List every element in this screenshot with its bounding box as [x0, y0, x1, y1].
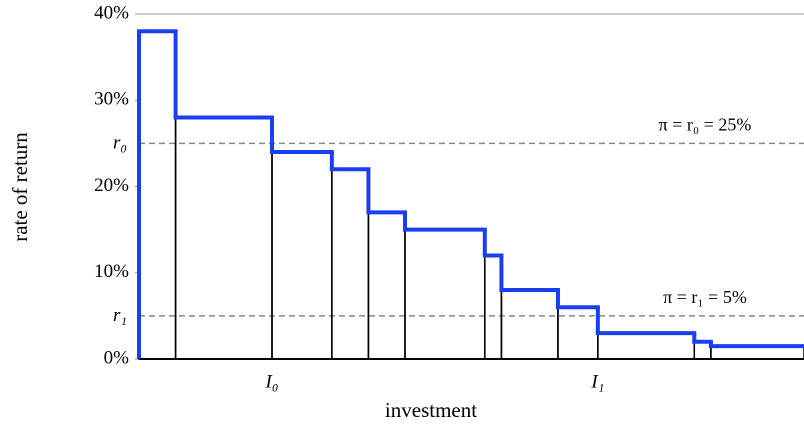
x-annotation: I₀	[265, 371, 279, 392]
x-annotation: I₁	[590, 371, 604, 392]
reference-label: π = r₀ = 25%	[659, 115, 752, 135]
reference-axis-label: r₁	[113, 305, 127, 326]
y-tick-label: 30%	[94, 89, 129, 110]
y-tick-label: 20%	[94, 175, 129, 196]
bar	[404, 228, 486, 360]
y-tick-label: 10%	[94, 261, 129, 282]
bar	[271, 151, 333, 360]
bar	[597, 332, 696, 360]
x-axis-label: investment	[385, 398, 477, 422]
y-tick-label: 40%	[94, 2, 129, 23]
y-axis-label: rate of return	[8, 132, 32, 242]
bar	[500, 289, 559, 360]
reference-label: π = r₁ = 5%	[663, 287, 747, 307]
bar	[331, 168, 370, 360]
bar	[367, 211, 406, 360]
bar	[557, 306, 599, 360]
bar	[138, 30, 177, 360]
bar	[484, 254, 503, 360]
bar	[693, 341, 712, 360]
y-tick-label: 0%	[104, 347, 130, 368]
bar	[174, 116, 273, 360]
reference-axis-label: r₀	[113, 133, 127, 154]
